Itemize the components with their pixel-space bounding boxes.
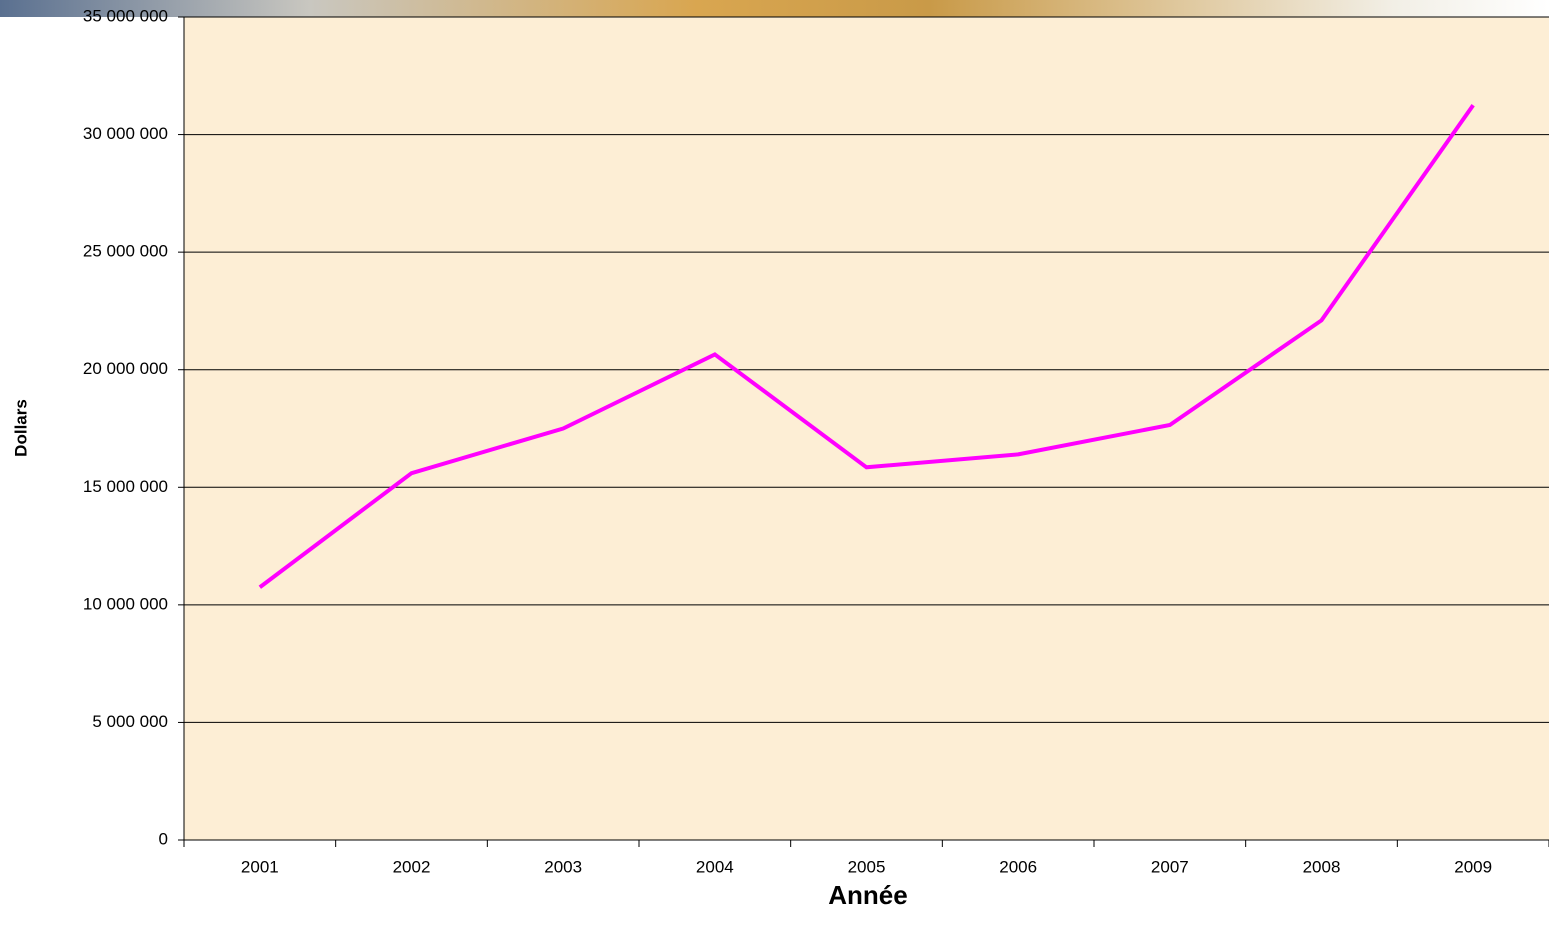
- y-tick-label: 25 000 000: [83, 242, 168, 261]
- y-tick-label: 30 000 000: [83, 124, 168, 143]
- x-tick-label: 2009: [1454, 857, 1492, 876]
- y-tick-label: 20 000 000: [83, 359, 168, 378]
- x-tick-label: 2006: [999, 857, 1037, 876]
- x-tick-label: 2002: [393, 857, 431, 876]
- y-tick-label: 10 000 000: [83, 594, 168, 613]
- x-tick-label: 2001: [241, 857, 279, 876]
- x-tick-label: 2008: [1303, 857, 1341, 876]
- y-axis-label: Dollars: [11, 399, 30, 457]
- x-axis-label: Année: [828, 880, 907, 910]
- x-tick-label: 2003: [544, 857, 582, 876]
- x-tick-label: 2004: [696, 857, 734, 876]
- data-line: [258, 104, 1475, 589]
- x-tick-label: 2007: [1151, 857, 1189, 876]
- plot-area: [184, 17, 1549, 840]
- y-tick-label: 15 000 000: [83, 477, 168, 496]
- x-tick-label: 2005: [848, 857, 886, 876]
- y-tick-label: 35 000 000: [83, 6, 168, 25]
- y-tick-label: 0: [159, 829, 168, 848]
- y-tick-label: 5 000 000: [92, 712, 168, 731]
- header-band: [0, 0, 1549, 17]
